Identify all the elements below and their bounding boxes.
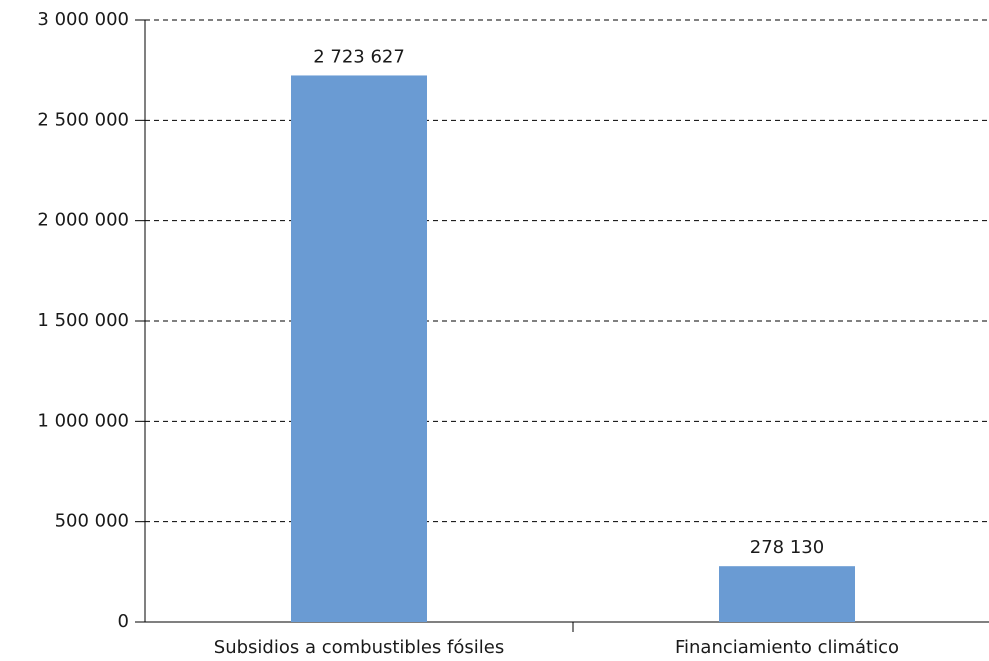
- value-label: 2 723 627: [313, 46, 405, 67]
- bar: [719, 566, 855, 622]
- y-tick-label: 2 000 000: [37, 210, 129, 231]
- y-tick-label: 500 000: [55, 511, 129, 532]
- y-tick-label: 3 000 000: [37, 9, 129, 30]
- y-tick-label: 0: [118, 611, 129, 632]
- x-tick-label: Financiamiento climático: [675, 637, 899, 658]
- y-tick-label: 1 000 000: [37, 410, 129, 431]
- bar: [291, 75, 427, 622]
- value-label: 278 130: [750, 537, 824, 558]
- y-tick-label: 1 500 000: [37, 310, 129, 331]
- x-tick-label: Subsidios a combustibles fósiles: [214, 637, 504, 658]
- y-tick-label: 2 500 000: [37, 109, 129, 130]
